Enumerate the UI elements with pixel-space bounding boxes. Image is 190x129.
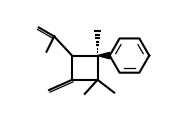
Polygon shape — [97, 52, 110, 59]
